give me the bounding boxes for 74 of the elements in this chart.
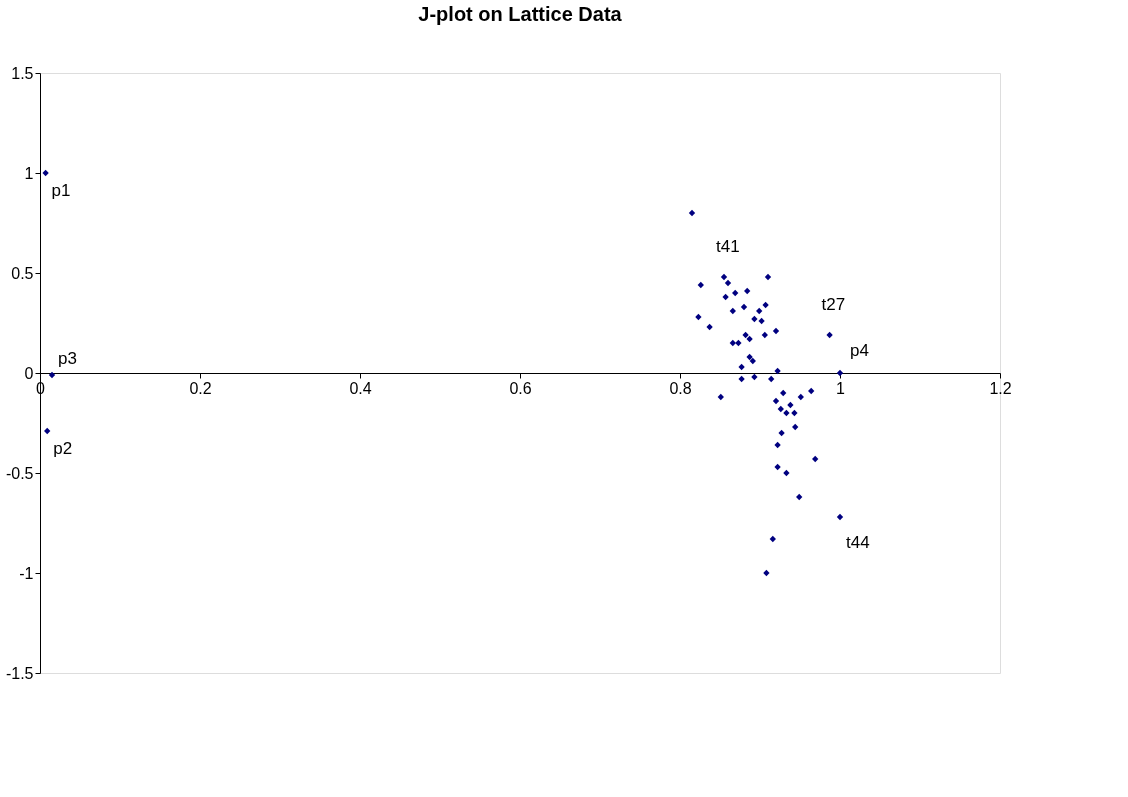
point (780, 389, 787, 397)
y-tick-label: 0 (24, 364, 34, 382)
point (808, 387, 815, 395)
point (791, 409, 798, 417)
point (774, 367, 781, 375)
point (717, 393, 724, 401)
point (724, 279, 732, 287)
point (749, 357, 756, 365)
point (796, 493, 803, 501)
point (729, 307, 736, 315)
point (758, 317, 765, 325)
point (48, 371, 56, 379)
point (751, 373, 758, 381)
point (738, 375, 745, 383)
point (722, 293, 729, 301)
annotation: p3 (58, 349, 77, 368)
y-tick-label: 1 (24, 164, 34, 182)
point (772, 397, 780, 405)
point (778, 429, 785, 437)
x-tick-label: 0.6 (509, 379, 532, 397)
annotation: t44 (846, 533, 870, 552)
point (783, 409, 790, 417)
point (756, 307, 763, 315)
point (751, 315, 758, 323)
point (768, 375, 775, 383)
point (729, 339, 736, 347)
point (706, 323, 713, 331)
point (761, 331, 768, 339)
point (797, 393, 804, 401)
point (738, 363, 745, 371)
y-tick-label: 0.5 (11, 264, 34, 282)
x-tick-label: 0.2 (189, 379, 212, 397)
y-tick-label: -0.5 (5, 464, 34, 482)
x-tick-label: 1 (836, 379, 846, 397)
point (720, 273, 728, 281)
annotation: t27 (821, 295, 846, 314)
annotation: p1 (51, 181, 71, 200)
point (746, 335, 753, 343)
point (697, 281, 704, 289)
point (764, 273, 772, 281)
point (836, 369, 844, 377)
point (836, 513, 844, 521)
y-tick-label: -1 (19, 564, 34, 582)
point (783, 469, 790, 477)
point (740, 303, 748, 311)
point (769, 535, 776, 543)
point (735, 339, 742, 347)
y-tick-label: 1.5 (11, 64, 34, 82)
y-tick-label: -1.5 (5, 664, 34, 682)
point (792, 423, 799, 431)
annotation: p2 (53, 439, 73, 458)
point (762, 301, 769, 309)
point (42, 169, 49, 177)
chart-title: J-plot on Lattice Data (418, 3, 623, 25)
point (763, 569, 770, 577)
point (44, 427, 51, 435)
point (812, 455, 819, 463)
annotation: t41 (716, 237, 740, 256)
point (732, 289, 739, 297)
point (695, 313, 702, 321)
point (787, 401, 794, 409)
point (774, 463, 781, 471)
x-tick-label: 0.4 (349, 379, 372, 397)
x-tick-label: 0.8 (669, 379, 692, 397)
point (772, 327, 780, 335)
point (826, 331, 833, 339)
x-tick-label: 1.2 (989, 379, 1012, 397)
point (688, 209, 696, 217)
point (777, 405, 784, 413)
point (746, 353, 753, 361)
annotation: p4 (850, 341, 869, 360)
point (774, 441, 781, 449)
point (742, 331, 749, 339)
point (744, 287, 751, 295)
